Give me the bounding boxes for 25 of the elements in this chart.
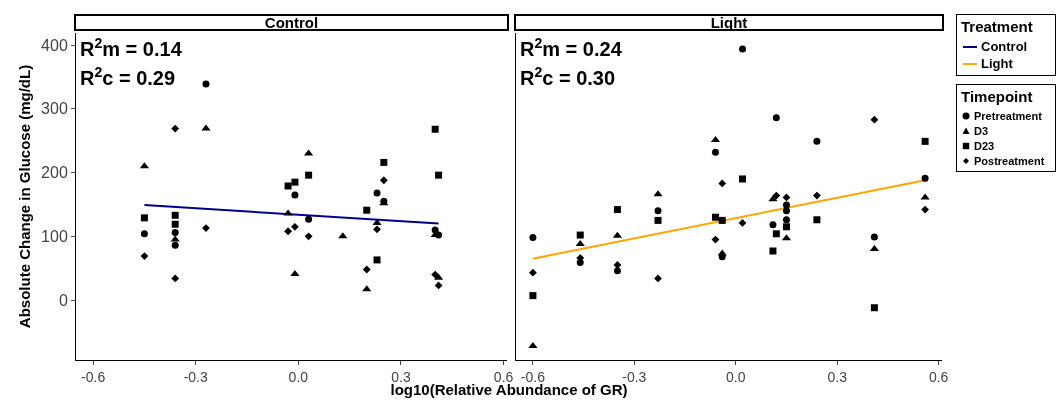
- y-tick-label: 200: [41, 164, 68, 182]
- y-tick-label: 0: [58, 291, 68, 309]
- x-tick-label: -0.6: [81, 368, 106, 385]
- x-tick-label: -0.3: [183, 368, 208, 385]
- x-tick-label: 0.6: [928, 368, 949, 385]
- legend-title: Timepoint: [961, 88, 1034, 105]
- legend-label: Light: [981, 56, 1013, 71]
- y-tick-label: 100: [41, 227, 68, 245]
- chart-title: Control: [74, 14, 509, 31]
- legend-title: Treatment: [961, 18, 1034, 35]
- annotation: R$^{2}$c = 0.30: [520, 64, 616, 90]
- legend-label: D3: [974, 124, 989, 137]
- y-tick-label: 300: [41, 100, 68, 118]
- y-tick-label: 400: [41, 36, 68, 54]
- y-axis-title: Absolute Change in Glucose (mg/dL): [16, 64, 34, 329]
- x-tick-label: 0.0: [726, 368, 746, 385]
- legend-label: Postreatment: [974, 154, 1045, 167]
- legend-label: D23: [974, 139, 995, 152]
- legend-label: Control: [981, 39, 1028, 54]
- legend-label: Pretreatment: [974, 109, 1042, 122]
- x-tick-label: 0.3: [827, 368, 848, 385]
- annotation: R$^{2}$c = 0.29: [80, 64, 176, 90]
- x-tick-label: 0.0: [288, 368, 309, 385]
- annotation: R$^{2}$m = 0.14: [80, 35, 183, 61]
- annotation: R$^{2}$m = 0.24: [520, 35, 623, 61]
